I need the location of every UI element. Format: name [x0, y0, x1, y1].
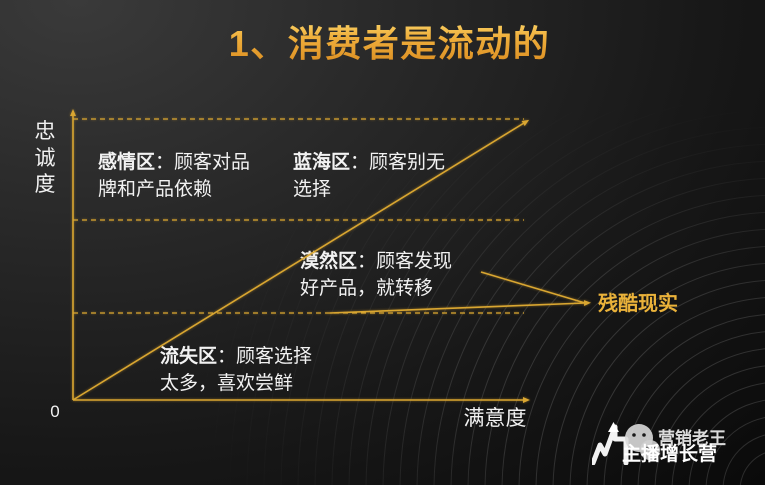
svg-text:主播增长营: 主播增长营	[622, 442, 717, 465]
